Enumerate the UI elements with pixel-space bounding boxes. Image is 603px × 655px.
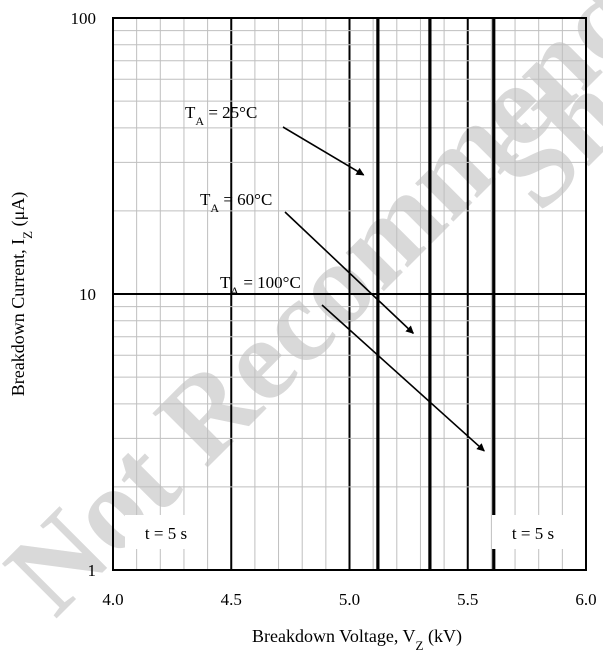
- y-tick-label: 1: [88, 561, 97, 580]
- y-axis-title: Breakdown Current, IZ (μA): [8, 192, 35, 397]
- x-tick-label: 4.5: [221, 590, 242, 609]
- x-axis-title: Breakdown Voltage, VZ (kV): [252, 626, 462, 653]
- x-tick-label: 5.5: [457, 590, 478, 609]
- series-label-arrow: [284, 211, 414, 334]
- series-label: TA = 60°C: [200, 190, 272, 215]
- annotations: TA = 25°C TA = 60°C TA = 100°C t = 5 s t = 5…: [125, 103, 574, 549]
- x-tick-label: 5.0: [339, 590, 360, 609]
- x-tick-label: 6.0: [575, 590, 596, 609]
- series-label: TA = 100°C: [220, 273, 301, 298]
- tick-labels: 4.0 4.5 5.0 5.5 6.0 1 10 100: [71, 9, 597, 609]
- series-label-arrow: [321, 304, 485, 452]
- series-label: TA = 25°C: [185, 103, 257, 128]
- series-label-arrow: [282, 126, 365, 176]
- y-tick-label: 100: [71, 9, 97, 28]
- annotation-box: [492, 515, 574, 549]
- grid: [113, 18, 586, 570]
- plot-frame: [112, 17, 587, 571]
- x-tick-label: 4.0: [102, 590, 123, 609]
- annotation-label: t = 5 s: [145, 524, 187, 543]
- annotation-box: [125, 515, 207, 549]
- annotation-label: t = 5 s: [512, 524, 554, 543]
- series: [376, 18, 496, 570]
- y-tick-label: 10: [79, 285, 96, 304]
